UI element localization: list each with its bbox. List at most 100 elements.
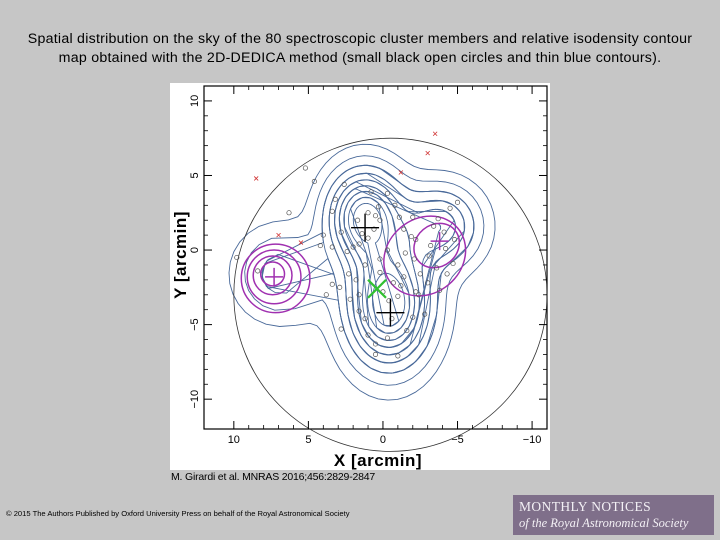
isodensity-contour [352, 202, 400, 327]
member-point [311, 178, 317, 184]
member-point [286, 210, 292, 216]
scatter-contour-plot: 10 5 0 −5 −10 10 5 0 −5 −10 X [arcmin] Y [arcmin] [171, 85, 548, 470]
copyright-notice: © 2015 The Authors Published by Oxford U… [6, 509, 350, 518]
member-point [255, 268, 261, 274]
member-point [372, 351, 379, 357]
member-point [417, 271, 423, 277]
member-point [317, 243, 323, 249]
outlier-point [276, 232, 281, 238]
member-point [302, 165, 308, 171]
member-point [365, 210, 371, 216]
member-point [346, 271, 352, 277]
member-point [347, 296, 353, 302]
outlier-point [398, 170, 404, 175]
member-point [416, 292, 422, 298]
member-point [443, 246, 449, 252]
member-point [372, 213, 379, 219]
logo-line-1: MONTHLY NOTICES [519, 499, 652, 514]
member-points [234, 165, 461, 359]
member-point [411, 256, 417, 262]
member-point [384, 335, 390, 341]
member-point [234, 254, 240, 261]
member-point [359, 231, 365, 237]
member-point [350, 244, 356, 250]
group-contour [413, 222, 461, 269]
group-contour [259, 261, 286, 287]
member-point [375, 204, 382, 210]
member-point [384, 190, 390, 196]
member-point [450, 260, 456, 267]
isodensity-contour [261, 164, 475, 374]
member-point [435, 216, 441, 222]
isodensity-contours [228, 143, 496, 401]
y-tick-label: 0 [189, 247, 201, 253]
outlier-points [253, 131, 438, 245]
member-point [454, 199, 461, 205]
plot-frame [203, 85, 548, 430]
member-point [332, 196, 338, 202]
isodensity-contour [372, 272, 406, 327]
member-point [422, 311, 428, 317]
slide-title: Spatial distribution on the sky of the 8… [27, 31, 693, 66]
member-point [408, 234, 414, 240]
member-point [441, 229, 447, 235]
subcluster-cross [376, 298, 405, 327]
bcg-marker [367, 279, 387, 299]
member-point [323, 292, 329, 298]
member-point [338, 229, 344, 235]
y-tick-label: −10 [189, 390, 201, 409]
member-point [365, 332, 371, 338]
logo-line-2: of the Royal Astronomical Society [519, 516, 689, 530]
member-point [404, 328, 410, 334]
citation-text: M. Girardi et al. MNRAS 2016;456:2829-28… [171, 471, 376, 483]
member-point [338, 326, 344, 332]
member-point [353, 277, 359, 283]
member-point [410, 314, 416, 320]
figure-panel: 10 5 0 −5 −10 10 5 0 −5 −10 X [arcmin] Y [arcmin] [170, 83, 550, 470]
member-point [356, 292, 362, 298]
member-point [356, 241, 362, 247]
member-point [390, 280, 396, 286]
member-point [413, 289, 419, 295]
member-point [396, 214, 402, 220]
isodensity-contour [228, 143, 496, 401]
member-point [372, 341, 379, 347]
member-point [402, 250, 408, 256]
member-point [320, 232, 326, 238]
member-point [329, 244, 335, 250]
y-axis-label: Y [arcmin] [171, 211, 190, 299]
x-tick-label: −10 [523, 434, 542, 446]
member-point [355, 217, 361, 223]
member-point [337, 284, 343, 290]
member-point [362, 316, 368, 322]
member-point [329, 208, 335, 214]
x-tick-label: 10 [228, 434, 240, 446]
member-point [386, 298, 392, 304]
group-contour [252, 255, 293, 296]
member-point [371, 226, 377, 232]
isodensity-contour [343, 191, 416, 342]
member-point [434, 265, 440, 271]
group-cross [430, 232, 449, 251]
member-point [428, 243, 434, 249]
reference-circle [233, 137, 548, 452]
member-point [425, 280, 431, 286]
outlier-point [432, 131, 438, 137]
member-point [341, 181, 347, 187]
group-contour [246, 249, 302, 305]
isodensity-contour [244, 155, 485, 386]
group-contour [240, 243, 311, 314]
member-point [426, 253, 432, 259]
member-point [389, 316, 395, 322]
x-tick-label: −5 [451, 434, 464, 446]
member-point [401, 226, 407, 232]
member-point [395, 293, 401, 299]
member-point [410, 214, 416, 220]
member-point [444, 271, 450, 277]
outlier-point [425, 150, 430, 156]
member-point [392, 202, 398, 208]
member-point [356, 308, 362, 314]
reference-circle-group [233, 137, 548, 452]
group-cross [265, 267, 284, 286]
member-point [377, 256, 383, 262]
